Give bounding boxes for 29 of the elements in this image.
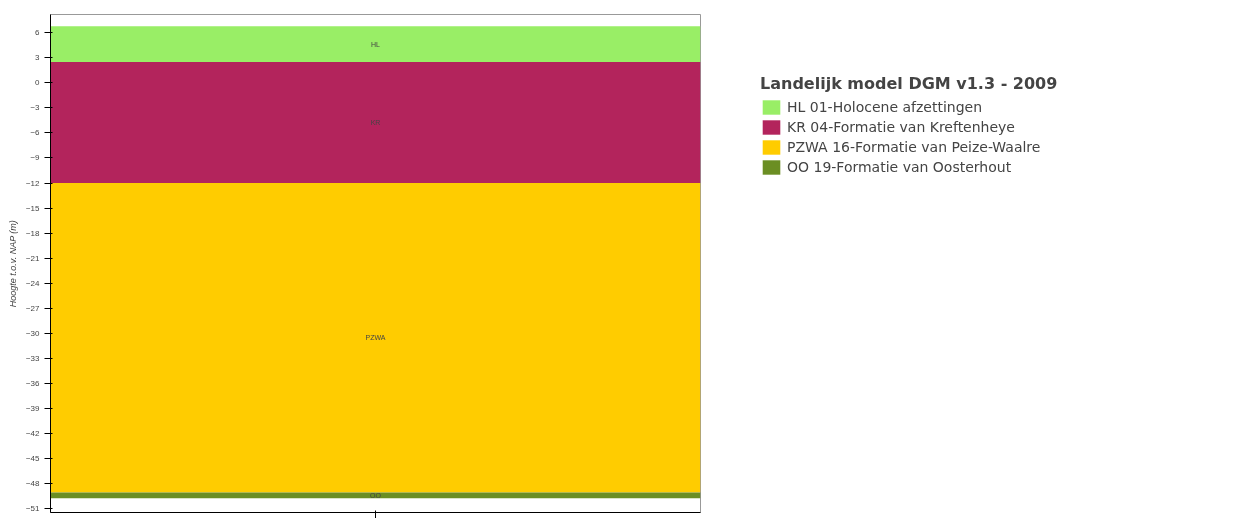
bar <box>50 62 701 183</box>
y-tick-label: 3 <box>35 53 41 63</box>
y-tick-label: −15 <box>25 203 41 213</box>
bar <box>50 26 701 63</box>
y-tick-label: −27 <box>25 303 41 313</box>
legend-label: OO 19-Formatie van Oosterhout <box>787 159 1012 175</box>
y-tick-label: −3 <box>30 103 41 113</box>
y-tick-label: −51 <box>25 503 41 513</box>
y-tick-label: −36 <box>25 378 41 388</box>
y-tick-label: −48 <box>25 478 41 488</box>
y-tick-label: −12 <box>25 178 41 188</box>
legend-label: KR 04-Formatie van Kreftenheye <box>787 119 1015 135</box>
y-tick-label: 6 <box>35 28 41 38</box>
legend-title: Landelijk model DGM v1.3 - 2009 <box>760 74 1058 93</box>
y-tick-label: −39 <box>25 403 41 413</box>
y-axis-title: Hoogte t.o.v. NAP (m) <box>7 220 18 308</box>
bar <box>50 492 701 499</box>
y-tick-label: −30 <box>25 328 41 338</box>
y-tick-label: −18 <box>25 228 41 238</box>
y-tick-label: −21 <box>25 253 41 263</box>
legend-label: PZWA 16-Formatie van Peize-Waalre <box>787 139 1041 155</box>
y-tick-label: −24 <box>25 278 41 288</box>
y-tick-label: −33 <box>25 353 41 363</box>
legend-label: HL 01-Holocene afzettingen <box>787 99 983 115</box>
y-tick-label: 0 <box>35 78 41 88</box>
y-tick-label: −42 <box>25 428 41 438</box>
y-tick-label: −9 <box>30 153 41 163</box>
y-tick-label: −45 <box>25 453 41 463</box>
y-tick-label: −6 <box>30 128 41 138</box>
